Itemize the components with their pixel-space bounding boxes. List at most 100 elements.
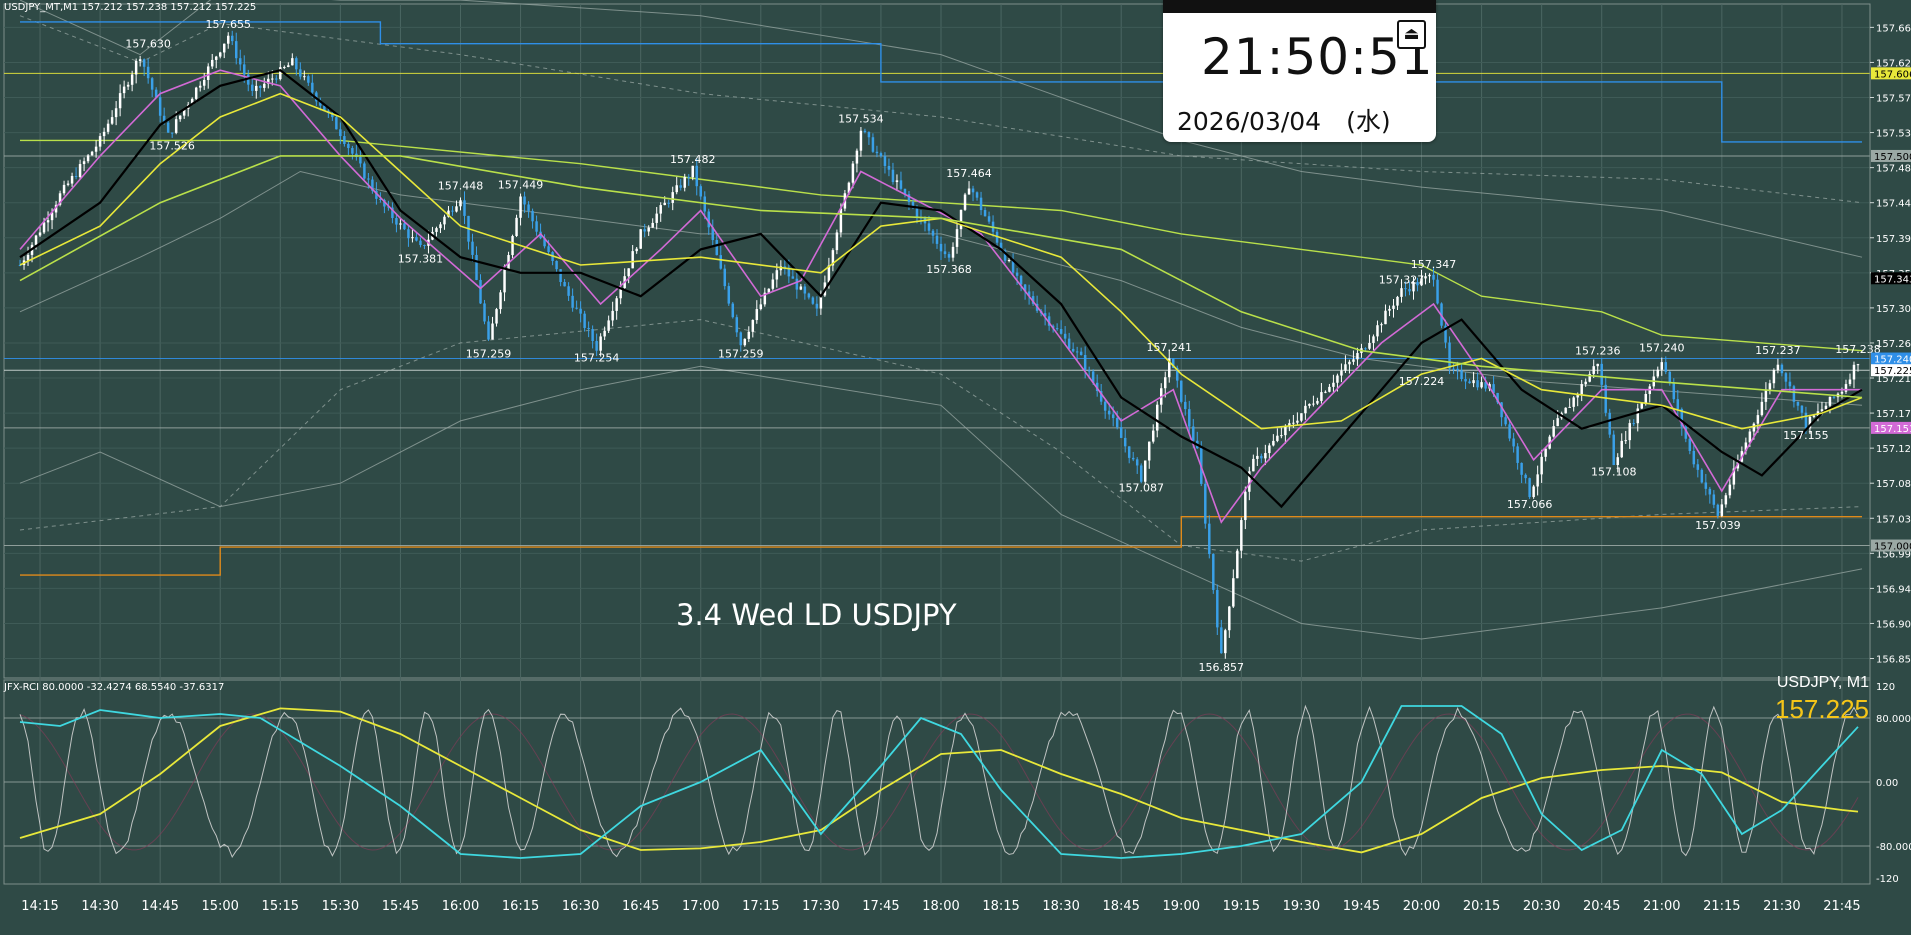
price-tag — [1871, 352, 1911, 365]
candle-down — [1091, 371, 1095, 383]
subchart-pair-label: USDJPY, M1 — [1776, 674, 1869, 691]
candle-up — [90, 151, 94, 156]
candle-up — [202, 79, 206, 86]
time-tick-label: 17:15 — [742, 899, 779, 914]
candle-down — [863, 130, 867, 133]
high-low-label: 157.464 — [946, 167, 992, 180]
candle-up — [1304, 405, 1307, 414]
candle-up — [639, 229, 642, 249]
candle-down — [1212, 554, 1215, 590]
candle-down — [695, 165, 698, 187]
candle-down — [575, 307, 578, 309]
candle-down — [1796, 401, 1800, 406]
candle-up — [1372, 336, 1375, 343]
candle-down — [307, 76, 310, 83]
candle-down — [935, 235, 939, 244]
candle-down — [1111, 414, 1115, 419]
candle-down — [18, 265, 22, 267]
candle-down — [1676, 399, 1680, 409]
candle-down — [1011, 260, 1015, 273]
candle-down — [1139, 465, 1143, 482]
candle-up — [759, 304, 763, 310]
rci-subchart: 120 80.0000 0.00 -80.0000 -120 — [4, 682, 1911, 885]
candle-up — [1155, 404, 1159, 431]
candle-up — [255, 85, 258, 91]
candle-up — [1428, 274, 1431, 277]
candle-down — [803, 286, 807, 294]
price-tick-label: 157.620 — [1876, 58, 1911, 69]
envelope-lower-dashed — [19, 319, 1863, 562]
candle-down — [1047, 316, 1051, 326]
candle-up — [755, 309, 759, 321]
candle-up — [1424, 276, 1427, 279]
price-tag — [1871, 421, 1911, 434]
candle-down — [563, 281, 566, 287]
candle-down — [907, 194, 911, 202]
candle-down — [1031, 296, 1035, 304]
high-low-label: 157.224 — [1399, 375, 1445, 388]
candle-down — [1696, 464, 1700, 470]
candle-up — [94, 146, 98, 152]
candle-up — [263, 83, 266, 88]
candle-down — [162, 115, 166, 123]
candle-down — [1015, 272, 1019, 276]
candle-down — [903, 188, 907, 195]
candle-up — [1344, 364, 1347, 371]
candle-down — [1792, 386, 1796, 402]
candle-up — [747, 331, 751, 339]
candle-down — [1123, 437, 1127, 447]
candle-up — [1624, 440, 1627, 442]
candle-up — [122, 86, 126, 94]
candle-up — [279, 67, 282, 80]
candle-down — [1119, 427, 1123, 438]
candle-down — [527, 204, 530, 211]
candle-down — [1027, 291, 1031, 297]
candle-up — [194, 87, 198, 99]
candle-down — [699, 186, 702, 197]
candle-down — [579, 308, 582, 314]
candle-up — [178, 115, 182, 120]
candle-down — [879, 153, 883, 157]
moving-average-layer — [19, 68, 1863, 524]
high-low-label: 157.240 — [1639, 342, 1685, 355]
candle-down — [1600, 363, 1603, 385]
candle-up — [655, 213, 658, 223]
candle-up — [1368, 342, 1371, 349]
candle-up — [447, 210, 450, 217]
clock-widget: 21:50:51 2026/03/04 (水) ⏏ — [1163, 0, 1436, 142]
candle-up — [839, 208, 843, 233]
candle-down — [1604, 384, 1607, 413]
candle-up — [1760, 401, 1764, 416]
ma-long — [19, 155, 1863, 399]
candle-down — [1516, 446, 1519, 463]
orange-step — [20, 516, 1862, 576]
candle-down — [1800, 405, 1804, 413]
candle-up — [1412, 282, 1415, 292]
candle-down — [1684, 426, 1688, 439]
candle-down — [1448, 342, 1451, 369]
candle-up — [1732, 468, 1736, 485]
candle-up — [751, 320, 755, 332]
high-low-label: 157.254 — [574, 352, 620, 365]
candle-up — [1268, 445, 1271, 454]
candle-up — [1007, 260, 1011, 262]
price-tag-label: 157.343 — [1874, 274, 1911, 285]
candle-down — [915, 207, 919, 218]
candle-up — [763, 292, 767, 305]
candle-down — [479, 279, 482, 304]
candle-up — [619, 288, 622, 299]
candle-up — [1356, 353, 1359, 360]
candle-up — [50, 212, 54, 221]
chart-caption: 3.4 Wed LD USDJPY — [676, 598, 957, 632]
candle-down — [999, 242, 1003, 251]
candle-up — [1596, 363, 1599, 367]
candle-down — [595, 341, 598, 351]
candle-up — [651, 222, 654, 228]
eject-icon[interactable]: ⏏ — [1397, 20, 1426, 49]
candle-up — [1232, 578, 1235, 607]
time-tick-label: 18:45 — [1102, 899, 1139, 914]
candle-up — [831, 250, 835, 266]
candle-up — [1308, 403, 1311, 406]
candle-up — [271, 78, 274, 80]
